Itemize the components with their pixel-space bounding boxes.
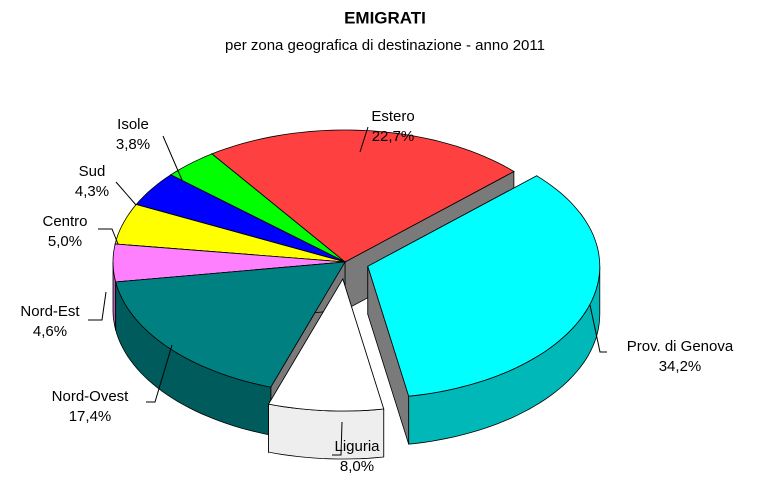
leader-line: [359, 126, 369, 153]
slice-label: Estero: [371, 108, 414, 125]
slice-label: Prov. di Genova: [627, 338, 734, 355]
slice-value-label: 34,2%: [659, 358, 702, 375]
slice-value-label: 22,7%: [372, 128, 415, 145]
slice-top: [115, 261, 346, 388]
slice-top: [169, 153, 346, 263]
slice-value-label: 4,6%: [33, 323, 67, 340]
slice: [115, 260, 346, 437]
slice-label: Nord-Ovest: [52, 388, 130, 405]
slice-top: [112, 243, 346, 283]
slice-value-label: 8,0%: [340, 458, 374, 475]
leader-line: [115, 181, 137, 206]
slice: [367, 175, 601, 445]
slice-label: Isole: [117, 116, 149, 133]
slice-value-label: 5,0%: [48, 233, 82, 250]
slice-top: [367, 175, 601, 397]
leader-line: [162, 135, 183, 181]
slice-value-label: 4,3%: [75, 183, 109, 200]
leader-line: [88, 291, 107, 321]
slice-top: [211, 129, 515, 263]
leader-line: [332, 421, 343, 456]
slice-label: Liguria: [334, 438, 380, 455]
slice-label: Centro: [42, 213, 87, 230]
chart-subtitle: per zona geografica di destinazione - an…: [225, 37, 545, 54]
slice-top: [267, 278, 385, 412]
slice-label: Sud: [79, 163, 106, 180]
chart-title: EMIGRATI: [344, 8, 426, 27]
slice-value-label: 17,4%: [69, 408, 112, 425]
slice-label: Nord-Est: [20, 303, 80, 320]
slice-value-label: 3,8%: [116, 136, 150, 153]
leader-line: [146, 344, 173, 403]
leader-line: [589, 304, 607, 353]
leader-line: [98, 228, 119, 245]
slice: [267, 277, 385, 460]
slice-top: [135, 174, 346, 263]
